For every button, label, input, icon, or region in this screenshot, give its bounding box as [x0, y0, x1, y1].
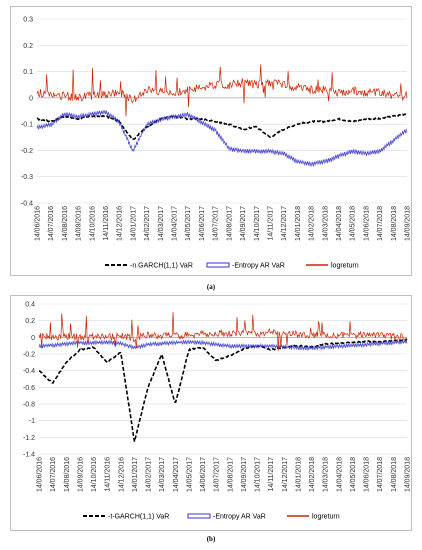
y-tick-label: 0.2: [23, 43, 33, 50]
y-tick-label: -1.2: [23, 435, 35, 442]
series-line-logreturn: [38, 312, 408, 351]
legend-swatch-entropy: [187, 513, 211, 519]
x-tick-label: 14/08/2017: [227, 457, 234, 492]
x-tick-label: 14/05/2018: [350, 457, 357, 492]
chart-panel-b: 0.4 0.2 0 -0.2 -0.4 -0.6 -0.8 -1 -1.2 -1.4 14/06/2…: [10, 295, 412, 531]
y-tick-label: 0.1: [23, 69, 33, 76]
x-tick-label: 14/08/2018: [391, 457, 398, 492]
chart-a-svg: 0.3 0.2 0.1 0 -0.1 -0.2 -0.3 -0.414/06/2016 14/0…: [21, 17, 412, 270]
chart-panel-a: 0.3 0.2 0.1 0 -0.1 -0.2 -0.3 -0.4 14/06/2016 14/0…: [10, 6, 412, 276]
x-tick-label: 14/05/2017: [185, 206, 192, 241]
x-tick-label: 14/11/2016: [105, 457, 112, 492]
caption-a: (a): [206, 283, 216, 291]
x-tick-label: 14/07/2017: [214, 457, 221, 492]
legend-label: -n.GARCH(1,1) VaR: [130, 263, 193, 270]
x-tick-label: 14/06/2018: [363, 206, 370, 241]
y-tick-label: -0.2: [21, 148, 33, 155]
x-tick-label: 14/06/2016: [35, 206, 42, 241]
y-tick-label: -0.4: [23, 368, 35, 375]
y-tick-label: 0.4: [25, 302, 35, 309]
x-tick-label: 14/03/2017: [159, 457, 166, 492]
x-tick-label: 14/03/2018: [322, 206, 329, 241]
y-tick-label: 0: [31, 335, 35, 342]
x-tick-label: 14/12/2016: [117, 206, 124, 241]
legend-label: logreturn: [312, 514, 340, 521]
y-tick-label: 0: [29, 95, 33, 102]
x-tick-label: 14/07/2016: [48, 206, 55, 241]
x-tick-label: 14/03/2018: [323, 457, 330, 492]
x-tick-label: 14/06/2017: [199, 206, 206, 241]
x-tick-label: 14/08/2017: [226, 206, 233, 241]
x-tick-label: 14/06/2018: [364, 457, 371, 492]
x-tick-label: 14/03/2017: [158, 206, 165, 241]
x-tick-label: 14/08/2018: [391, 206, 398, 241]
chart-b-svg: 0.40.20-0.2-0.4-0.6-0.8-1-1.2-1.414/06/2…: [23, 302, 412, 521]
x-tick-label: 14/10/2017: [255, 457, 262, 492]
x-tick-label: 14/01/2018: [295, 206, 302, 241]
y-tick-label: -1: [29, 418, 35, 425]
y-tick-label: -0.2: [23, 352, 35, 359]
series-line-garch-var: [36, 113, 408, 141]
series-line-garch-var: [38, 338, 408, 442]
x-tick-label: 14/09/2018: [405, 457, 412, 492]
x-tick-label: 14/09/2016: [77, 457, 84, 492]
x-tick-label: 14/04/2018: [336, 457, 343, 492]
legend-label: logreturn: [331, 263, 359, 270]
x-tick-label: 14/01/2017: [130, 206, 137, 241]
x-tick-label: 14/11/2017: [267, 206, 274, 241]
x-tick-label: 14/06/2016: [37, 457, 44, 492]
x-tick-label: 14/05/2018: [350, 206, 357, 241]
x-tick-label: 14/01/2018: [295, 457, 302, 492]
y-tick-label: -0.6: [23, 385, 35, 392]
y-tick-label: -0.3: [21, 174, 33, 181]
x-tick-label: 14/09/2016: [76, 206, 83, 241]
x-tick-label: 14/08/2016: [64, 457, 71, 492]
y-tick-label: -0.4: [21, 201, 33, 208]
legend-label: -Entropy AR VaR: [213, 514, 266, 521]
x-tick-label: 14/07/2017: [213, 206, 220, 241]
x-tick-label: 14/05/2017: [186, 457, 193, 492]
x-tick-label: 14/07/2018: [377, 206, 384, 241]
series-line-entropy-ar-var: [36, 110, 408, 168]
x-tick-label: 14/02/2017: [146, 457, 153, 492]
x-tick-label: 14/04/2018: [336, 206, 343, 241]
x-tick-label: 14/10/2016: [89, 206, 96, 241]
x-tick-label: 14/10/2016: [91, 457, 98, 492]
x-tick-label: 14/11/2017: [268, 457, 275, 492]
x-tick-label: 14/04/2017: [172, 206, 179, 241]
x-tick-label: 14/02/2018: [309, 457, 316, 492]
y-tick-label: 0.2: [25, 318, 35, 325]
x-tick-label: 14/02/2018: [309, 206, 316, 241]
series-line-entropy-ar-var: [38, 339, 408, 352]
y-tick-label: -1.4: [23, 452, 35, 459]
legend-swatch-entropy: [206, 262, 230, 268]
x-tick-label: 14/09/2017: [240, 206, 247, 241]
x-tick-label: 14/11/2016: [103, 206, 110, 241]
y-tick-label: -0.1: [21, 122, 33, 129]
legend-label: -t-GARCH(1,1) VaR: [108, 514, 169, 521]
x-tick-label: 14/08/2016: [62, 206, 69, 241]
x-tick-label: 14/07/2016: [50, 457, 57, 492]
x-tick-label: 14/12/2017: [281, 206, 288, 241]
x-tick-label: 14/12/2016: [118, 457, 125, 492]
x-tick-label: 14/01/2017: [132, 457, 139, 492]
x-tick-label: 14/09/2018: [405, 206, 412, 241]
caption-b: (b): [206, 535, 216, 543]
x-tick-label: 14/02/2017: [144, 206, 151, 241]
x-tick-label: 14/10/2017: [254, 206, 261, 241]
x-tick-label: 14/04/2017: [173, 457, 180, 492]
y-tick-label: -0.8: [23, 402, 35, 409]
x-tick-label: 14/06/2017: [200, 457, 207, 492]
series-line-logreturn: [36, 64, 408, 117]
legend-label: -Entropy AR VaR: [232, 263, 285, 270]
x-tick-label: 14/12/2017: [282, 457, 289, 492]
y-tick-label: 0.3: [23, 17, 33, 24]
x-tick-label: 14/07/2018: [377, 457, 384, 492]
x-tick-label: 14/09/2017: [241, 457, 248, 492]
